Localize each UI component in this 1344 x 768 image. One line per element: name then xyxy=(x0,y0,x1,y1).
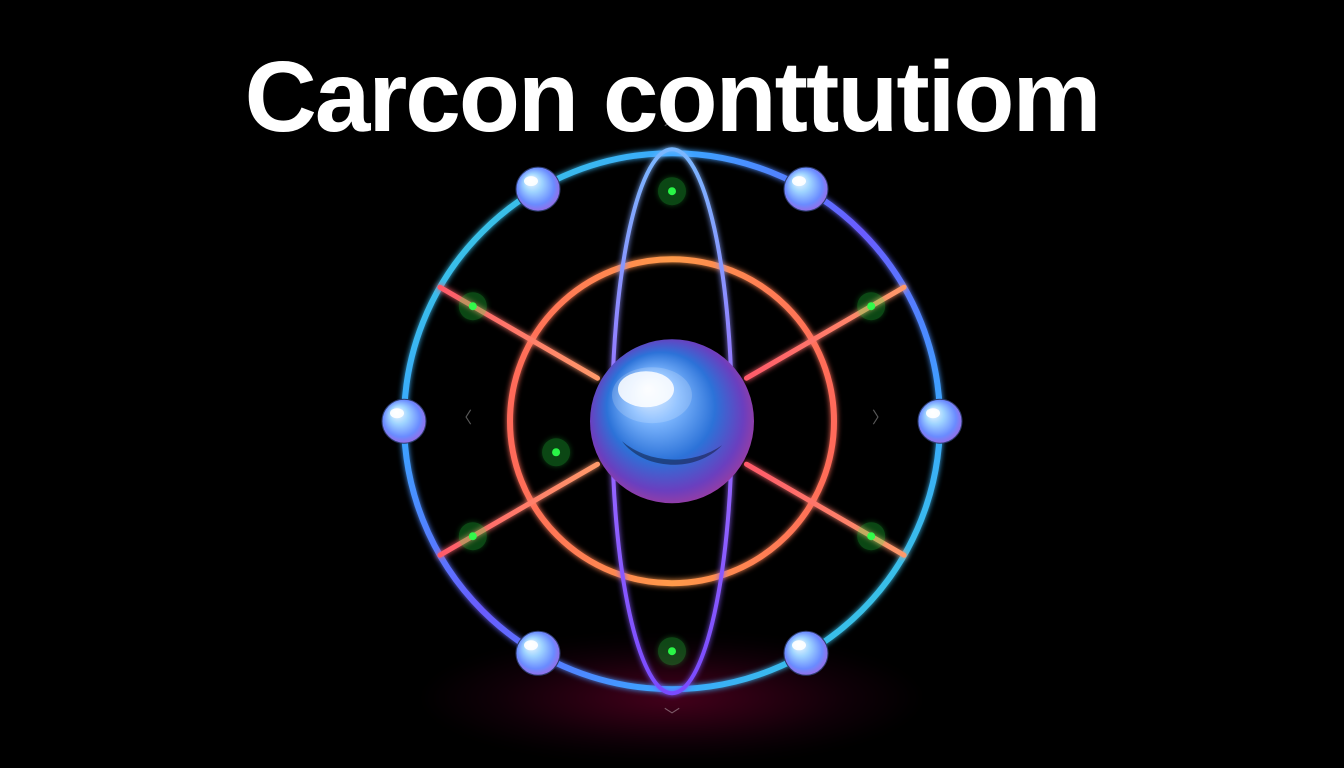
glint xyxy=(857,522,885,550)
page-title: Carcon conttutiom xyxy=(0,40,1344,155)
electron xyxy=(516,631,560,675)
chevron-down-icon: ﹀ xyxy=(664,709,680,725)
nucleus xyxy=(590,339,754,503)
glint xyxy=(459,522,487,550)
atom-svg xyxy=(362,111,982,731)
electron xyxy=(784,167,828,211)
chevron-right-icon: 〉 xyxy=(872,411,888,427)
electron xyxy=(784,631,828,675)
glint xyxy=(857,292,885,320)
electron xyxy=(918,399,962,443)
chevron-left-icon: 〈 xyxy=(456,411,472,427)
glint xyxy=(459,292,487,320)
electron xyxy=(516,167,560,211)
glint xyxy=(658,637,686,665)
electron xyxy=(382,399,426,443)
glint xyxy=(658,177,686,205)
glint xyxy=(542,438,570,466)
atom-diagram: ︿ ﹀ 〈 〉 xyxy=(362,111,982,731)
